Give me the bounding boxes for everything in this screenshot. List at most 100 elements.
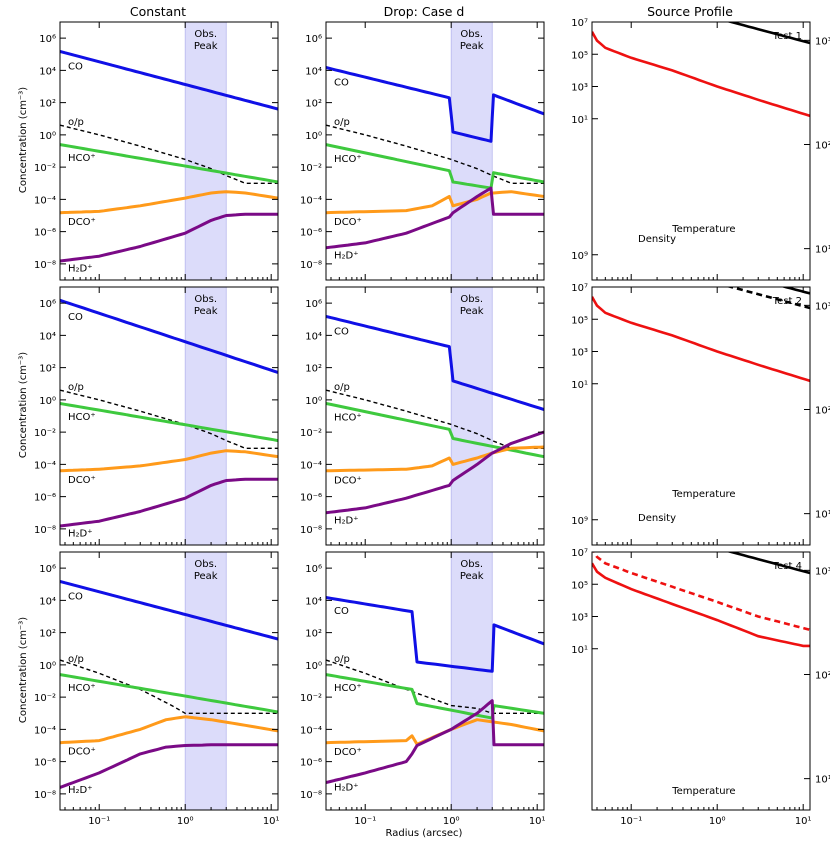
density-label: Density bbox=[638, 513, 676, 524]
y-tick-label: 10⁶ bbox=[39, 299, 56, 310]
series-line-hco bbox=[60, 402, 278, 443]
series-label-op: o/p bbox=[68, 654, 84, 665]
right-tick-label: 10³ bbox=[815, 301, 830, 312]
right-tick-label: 10³ bbox=[815, 36, 830, 47]
right-tick-label: 10² bbox=[815, 405, 830, 416]
panels-group: Obs.PeakCOo/pHCO⁺DCO⁺H₂D⁺10⁶10⁴10²10⁰10⁻… bbox=[34, 18, 830, 827]
y-tick-label: 10⁻⁸ bbox=[34, 260, 56, 271]
series-line-dco bbox=[326, 445, 544, 473]
y-tick-label: 10⁻⁶ bbox=[34, 493, 56, 504]
series-label-h2d: H₂D⁺ bbox=[68, 264, 93, 275]
y-tick-label: 10⁷ bbox=[571, 18, 588, 29]
y-tick-label: 10⁰ bbox=[39, 396, 56, 407]
y-tick-label: 10⁴ bbox=[305, 331, 322, 342]
series-line-co bbox=[60, 579, 278, 641]
series-label-co: CO bbox=[68, 592, 83, 603]
right-tick-label: 10¹ bbox=[815, 775, 830, 786]
right-tick-label: 10³ bbox=[815, 566, 830, 577]
series-label-h2d: H₂D⁺ bbox=[334, 250, 359, 261]
y-tick-label: 10⁰ bbox=[39, 661, 56, 672]
series-label-op: o/p bbox=[334, 382, 350, 393]
panel-source-row3: Density Temperature Test 4 10³ 10² 10¹ 10⁹ 10⁷ 1… bbox=[571, 513, 830, 827]
right-tick-label: 10¹ bbox=[815, 510, 830, 521]
test-label: Test 1 bbox=[772, 31, 802, 42]
y-tick-label: 10⁻² bbox=[300, 428, 322, 439]
panel-frame bbox=[59, 286, 279, 546]
obs-peak-label-line2: Peak bbox=[460, 41, 484, 52]
column-title-drop: Drop: Case d bbox=[384, 4, 465, 19]
series-label-dco: DCO⁺ bbox=[334, 475, 362, 486]
y-tick-label: 10⁴ bbox=[305, 596, 322, 607]
y-tick-label: 10⁻⁴ bbox=[34, 195, 56, 206]
panel-frame bbox=[59, 21, 279, 281]
series-line-h2d bbox=[326, 186, 544, 250]
series-line-co bbox=[60, 49, 278, 111]
series-line-dco bbox=[326, 190, 544, 215]
plot-area bbox=[326, 22, 544, 280]
obs-peak-label-line2: Peak bbox=[460, 571, 484, 582]
series-label-co: CO bbox=[334, 77, 349, 88]
y-tick-label: 10⁻⁸ bbox=[34, 525, 56, 536]
panel-frame bbox=[591, 551, 811, 811]
series-line-hco bbox=[60, 673, 278, 714]
y-tick-label: 10² bbox=[39, 629, 56, 640]
series-line-op bbox=[60, 389, 278, 449]
obs-peak-band bbox=[450, 287, 493, 545]
y-tick-label: 10⁶ bbox=[305, 34, 322, 45]
y-tick-label: 10⁻⁶ bbox=[300, 758, 322, 769]
series-line-op bbox=[60, 124, 278, 184]
series-line-hco bbox=[326, 143, 544, 190]
series-line-h2d bbox=[60, 212, 278, 263]
series-line-op bbox=[326, 389, 544, 449]
obs-peak-label-line2: Peak bbox=[460, 306, 484, 317]
series-label-op: o/p bbox=[68, 117, 84, 128]
series-label-dco: DCO⁺ bbox=[334, 217, 362, 228]
series-line-h2d bbox=[60, 743, 278, 789]
obs-peak-band bbox=[184, 22, 227, 280]
y-tick-label: 10⁶ bbox=[305, 564, 322, 575]
y-tick-label: 10² bbox=[305, 364, 322, 375]
density-line-1 bbox=[780, 287, 810, 295]
panel-frame bbox=[591, 286, 811, 546]
plot-area bbox=[60, 22, 278, 280]
series-line-co bbox=[326, 66, 544, 143]
series-label-dco: DCO⁺ bbox=[68, 747, 96, 758]
temperature-line-2 bbox=[592, 562, 810, 648]
obs-peak-label-line1: Obs. bbox=[194, 294, 217, 305]
x-tick-label: 10¹ bbox=[795, 816, 812, 827]
y-tick-label: 10⁻⁴ bbox=[300, 195, 322, 206]
y-tick-label: 10⁵ bbox=[571, 50, 588, 61]
panel-constant-row3: Obs.Peak CO o/p HCO⁺ DCO⁺ H₂D⁺ 10⁶ 10⁴ 10² 10⁰ 10⁻… bbox=[34, 551, 280, 827]
obs-peak-label-line1: Obs. bbox=[194, 559, 217, 570]
obs-peak-band bbox=[450, 22, 493, 280]
temperature-line-1 bbox=[593, 552, 810, 632]
panel-constant-row2: Obs.Peak CO o/p HCO⁺ DCO⁺ H₂D⁺ 10⁶ 10⁴ 10² 10⁰ 10⁻… bbox=[34, 286, 279, 546]
series-line-op bbox=[326, 124, 544, 184]
series-line-h2d bbox=[60, 477, 278, 528]
y-tick-label: 10⁻² bbox=[34, 428, 56, 439]
y-tick-label: 10⁴ bbox=[39, 596, 56, 607]
series-label-h2d: H₂D⁺ bbox=[68, 529, 93, 540]
x-tick-label: 10⁻¹ bbox=[620, 816, 642, 827]
temperature-line-1 bbox=[592, 296, 810, 383]
series-label-dco: DCO⁺ bbox=[68, 217, 96, 228]
series-label-dco: DCO⁺ bbox=[68, 475, 96, 486]
series-line-co bbox=[326, 314, 544, 412]
y-tick-label: 10⁹ bbox=[571, 251, 588, 262]
series-label-co: CO bbox=[334, 606, 349, 617]
y-tick-label: 10⁻⁸ bbox=[300, 525, 322, 536]
plot-area bbox=[60, 287, 278, 545]
y-tick-label: 10⁻⁴ bbox=[300, 725, 322, 736]
y-tick-label: 10⁶ bbox=[39, 564, 56, 575]
y-tick-label: 10² bbox=[305, 629, 322, 640]
y-tick-label: 10⁵ bbox=[571, 315, 588, 326]
series-label-op: o/p bbox=[334, 654, 350, 665]
column-title-source: Source Profile bbox=[647, 4, 733, 19]
series-label-co: CO bbox=[334, 326, 349, 337]
y-tick-label: 10⁻⁴ bbox=[300, 460, 322, 471]
series-label-dco: DCO⁺ bbox=[334, 747, 362, 758]
x-tick-label: 10⁰ bbox=[709, 816, 726, 827]
plot-area bbox=[592, 22, 810, 118]
y-tick-label: 10³ bbox=[571, 348, 588, 359]
